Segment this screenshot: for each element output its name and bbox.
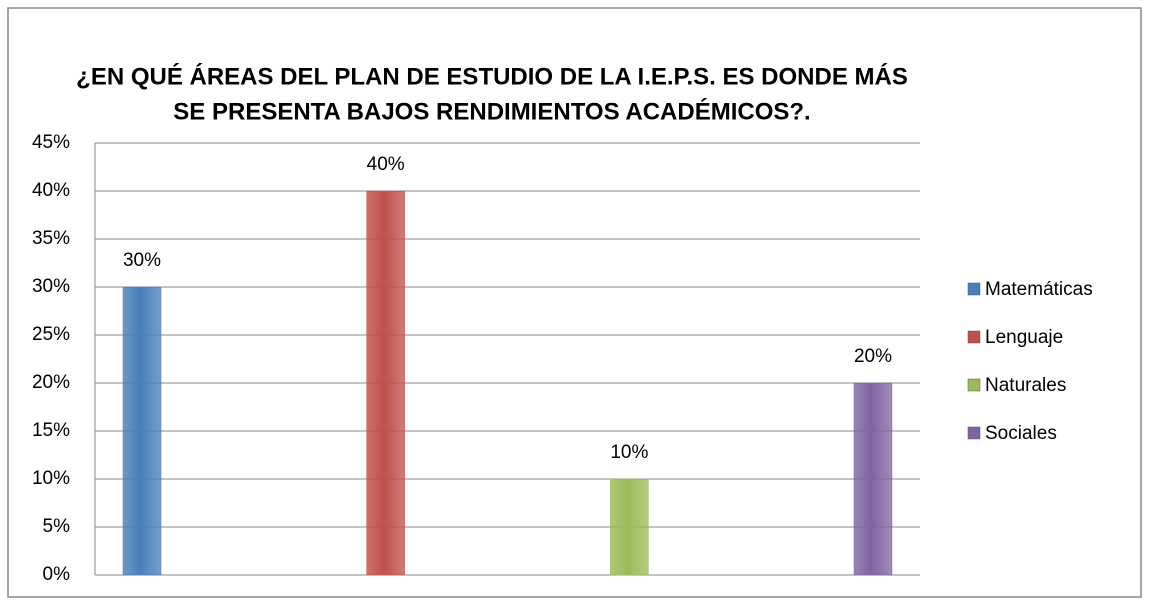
legend-swatch — [967, 378, 981, 392]
data-label: 40% — [367, 154, 405, 175]
bar — [853, 382, 893, 576]
y-tick-label: 40% — [32, 180, 70, 201]
y-tick-label: 20% — [32, 372, 70, 393]
legend-label: Matemáticas — [985, 279, 1093, 300]
data-label: 20% — [854, 346, 892, 367]
bar — [610, 478, 649, 576]
data-label: 30% — [123, 250, 161, 271]
chart-border — [7, 7, 1142, 598]
bar — [366, 190, 405, 576]
y-tick-label: 10% — [32, 468, 70, 489]
y-tick-label: 5% — [43, 516, 71, 537]
y-tick-label: 45% — [32, 132, 70, 153]
chart-title: ¿EN QUÉ ÁREAS DEL PLAN DE ESTUDIO DE LA … — [76, 62, 908, 90]
legend-swatch — [967, 330, 981, 344]
chart-title: SE PRESENTA BAJOS RENDIMIENTOS ACADÉMICO… — [173, 97, 810, 125]
y-tick-label: 30% — [32, 276, 70, 297]
legend-swatch — [967, 426, 981, 440]
y-tick-label: 35% — [32, 228, 70, 249]
y-tick-label: 0% — [43, 564, 71, 585]
data-label: 10% — [610, 442, 648, 463]
legend-label: Lenguaje — [985, 327, 1063, 348]
y-tick-label: 15% — [32, 420, 70, 441]
bar — [122, 286, 162, 576]
y-tick-label: 25% — [32, 324, 70, 345]
legend-label: Naturales — [985, 375, 1066, 396]
legend-swatch — [967, 282, 981, 296]
legend-label: Sociales — [985, 423, 1057, 444]
